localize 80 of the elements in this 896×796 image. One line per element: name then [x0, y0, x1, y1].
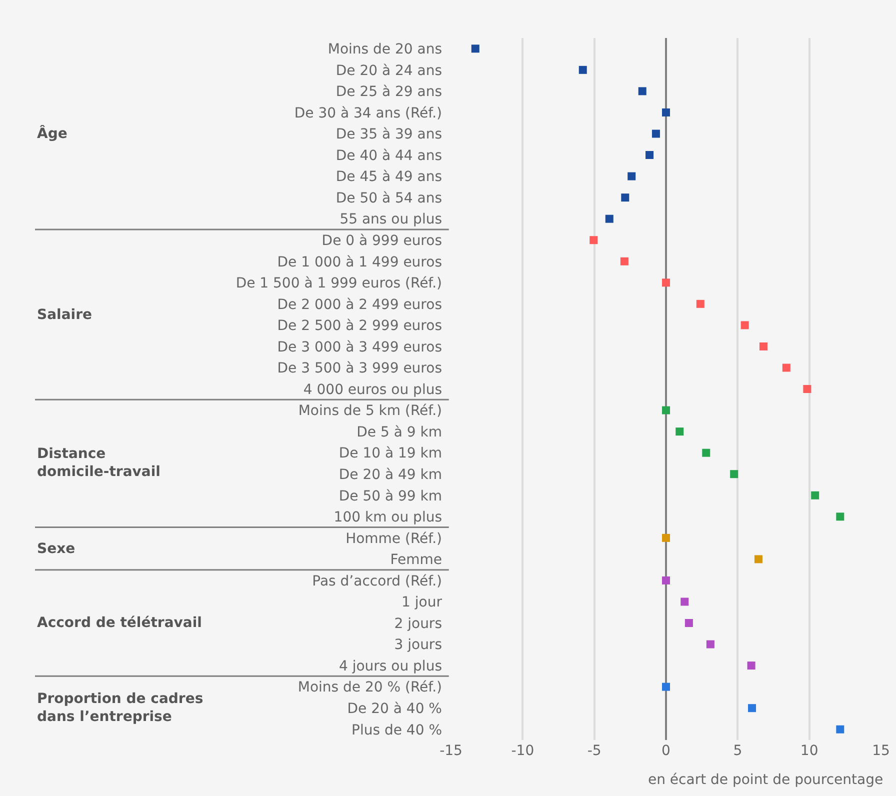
point [662, 278, 670, 287]
point [748, 704, 756, 712]
point [706, 640, 714, 648]
y-tick-label: 100 km ou plus [334, 510, 442, 526]
y-tick-label: De 2 000 à 2 499 euros [277, 296, 442, 313]
x-tick-label: -5 [587, 743, 602, 759]
point [590, 236, 598, 244]
y-tick-label: 2 jours [394, 616, 442, 632]
point [578, 66, 587, 74]
y-tick-label: De 3 000 à 3 499 euros [277, 339, 442, 356]
x-axis-title: en écart de point de pourcentage [648, 772, 884, 788]
point [662, 406, 670, 414]
y-tick-label: De 20 à 40 % [347, 700, 442, 717]
x-tick-label: -15 [440, 743, 462, 759]
point [621, 194, 630, 202]
point [646, 151, 654, 159]
y-tick-label: 4 000 euros ou plus [303, 382, 442, 398]
point [652, 130, 660, 138]
point [836, 725, 844, 734]
y-tick-label: 4 jours ou plus [338, 658, 442, 674]
point [759, 342, 768, 350]
point [740, 321, 749, 330]
x-tick-label: 10 [800, 743, 818, 759]
point [662, 534, 670, 542]
y-tick-label: De 1 500 à 1 999 euros (Réf.) [236, 276, 442, 292]
point [620, 257, 628, 266]
y-tick-label: De 0 à 999 euros [322, 232, 442, 249]
y-tick-label: De 5 à 9 km [356, 424, 442, 440]
y-tick-label: De 35 à 39 ans [336, 126, 442, 143]
y-tick-label: 3 jours [394, 637, 442, 654]
point [702, 448, 710, 457]
point [605, 214, 614, 223]
point [811, 491, 820, 500]
y-tick-label: De 20 à 49 km [338, 466, 442, 483]
y-tick-label: De 1 000 à 1 499 euros [277, 254, 442, 270]
point [628, 172, 636, 180]
point [680, 598, 689, 606]
y-tick-label: Femme [390, 552, 442, 568]
text: Salaire [37, 307, 92, 323]
x-tick-label: 0 [662, 743, 670, 759]
y-tick-label: De 50 à 99 km [338, 488, 442, 504]
point [684, 619, 693, 627]
y-tick-label: Pas d’accord (Réf.) [312, 573, 442, 590]
y-tick-label: Moins de 20 % (Réf.) [298, 680, 442, 696]
point [754, 555, 762, 564]
point [662, 108, 670, 116]
y-tick-label: Moins de 20 ans [328, 42, 442, 58]
point [662, 576, 670, 584]
y-tick-label: De 30 à 34 ans (Réf.) [294, 105, 442, 122]
point [696, 300, 704, 308]
y-tick-label: 55 ans ou plus [340, 212, 442, 228]
point [471, 44, 480, 53]
point [836, 512, 844, 521]
y-tick-label: 1 jour [402, 594, 442, 611]
point [782, 364, 790, 372]
text: Sexe [37, 541, 76, 557]
y-tick-label: Moins de 5 km (Réf.) [298, 403, 442, 420]
y-tick-label: De 50 à 54 ans [336, 190, 442, 206]
point [803, 385, 812, 393]
point [747, 662, 756, 670]
text: Distance domicile-travail [37, 446, 160, 480]
x-tick-label: 15 [872, 743, 890, 759]
text: Proportion de cadres dans l’entreprise [37, 691, 204, 726]
point [730, 470, 738, 478]
text: Âge [37, 125, 68, 142]
y-tick-label: De 2 500 à 2 999 euros [277, 318, 442, 334]
point [676, 428, 684, 436]
y-tick-label: De 40 à 44 ans [336, 148, 442, 164]
y-tick-label: De 45 à 49 ans [336, 169, 442, 186]
point [638, 87, 646, 96]
point [662, 682, 670, 691]
y-tick-label: Homme (Réf.) [346, 530, 442, 547]
y-tick-label: De 10 à 19 km [338, 446, 442, 462]
x-tick-label: -10 [511, 743, 534, 759]
y-tick-label: De 20 à 24 ans [336, 62, 442, 79]
y-tick-label: De 3 500 à 3 999 euros [277, 360, 442, 377]
y-tick-label: De 25 à 29 ans [336, 84, 442, 100]
text: Accord de télétravail [37, 615, 202, 631]
y-tick-label: Plus de 40 % [352, 722, 442, 738]
x-tick-label: 5 [733, 743, 742, 759]
